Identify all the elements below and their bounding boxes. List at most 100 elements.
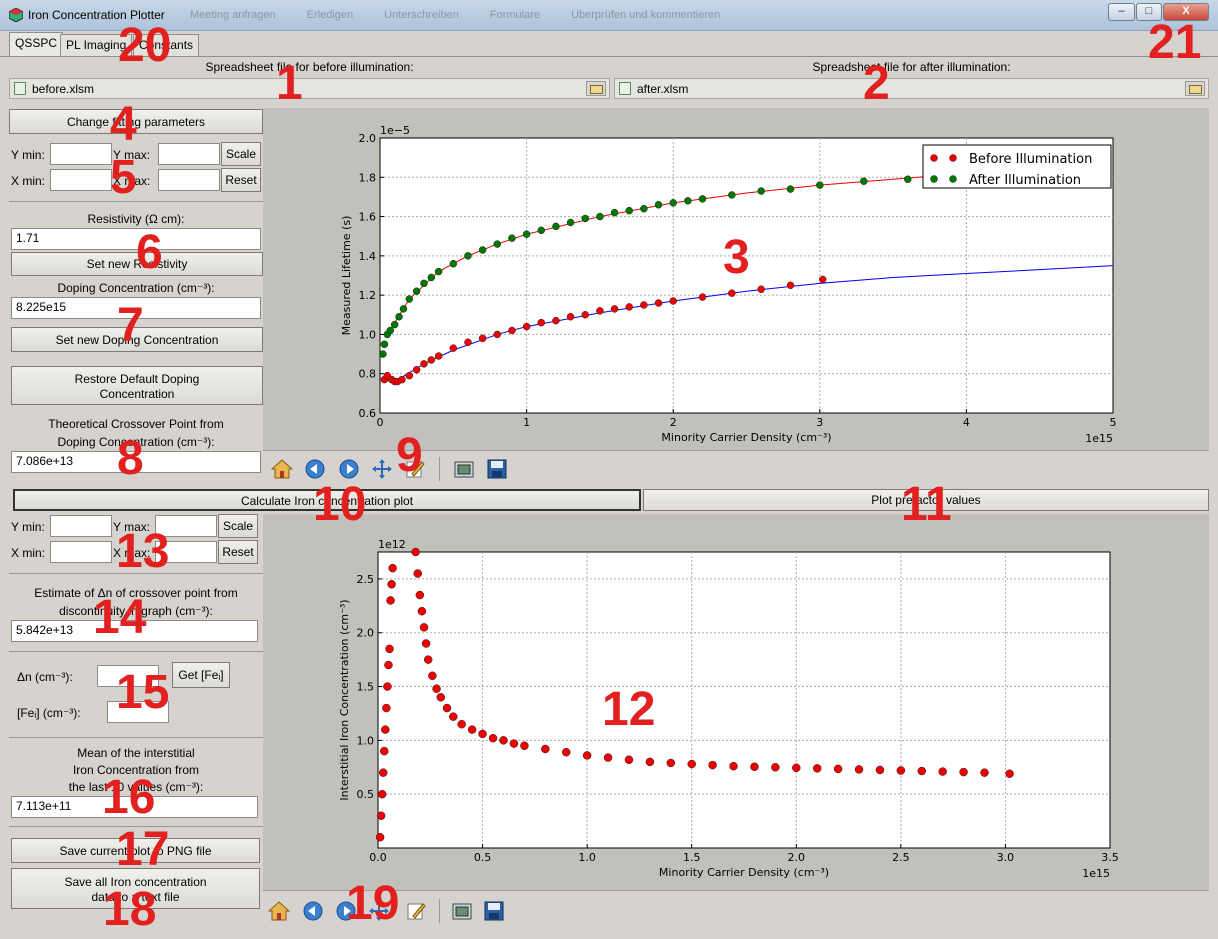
save-icon[interactable]: [486, 458, 508, 480]
x-axis-label: Minority Carrier Density (cm⁻³): [661, 431, 831, 444]
ymax2-input[interactable]: [155, 515, 217, 537]
annotation-6: 6: [136, 226, 163, 279]
data-point: [432, 684, 441, 693]
folder-icon: [1189, 85, 1202, 94]
set-resistivity-button[interactable]: Set new Resistivity: [11, 252, 263, 276]
calculate-iron-button[interactable]: Calculate Iron concentration plot: [13, 489, 641, 511]
x-tick-label: 0: [377, 416, 384, 429]
configure-icon[interactable]: [404, 458, 426, 480]
ymax2-label: Y max:: [113, 520, 151, 534]
reset2-button[interactable]: Reset: [218, 540, 258, 564]
data-point: [917, 766, 927, 776]
minimize-button[interactable]: –: [1108, 3, 1135, 21]
forward-icon[interactable]: [335, 900, 357, 922]
scale2-button[interactable]: Scale: [218, 514, 258, 538]
data-point: [508, 234, 516, 242]
y-tick-label: 0.6: [359, 407, 377, 420]
save-all-line: data to a text file: [91, 890, 180, 904]
after-file-field[interactable]: after.xlsm: [614, 78, 1209, 99]
data-point: [750, 762, 759, 771]
data-point: [854, 765, 864, 774]
xmax-input[interactable]: [158, 169, 220, 191]
data-point: [377, 789, 387, 799]
tab-qsspc[interactable]: QSSPC: [9, 32, 64, 56]
legend-marker: [930, 154, 938, 162]
x-multiplier: 1e15: [1082, 867, 1110, 880]
data-point: [457, 719, 466, 729]
resistivity-input[interactable]: 1.71: [11, 228, 261, 250]
browse-before-button[interactable]: [586, 81, 606, 96]
data-point: [541, 744, 550, 754]
data-point: [383, 682, 392, 691]
estimate-label-line: Estimate of Δn of crossover point from: [34, 586, 238, 600]
home-icon[interactable]: [271, 458, 293, 480]
xmin2-label: X min:: [11, 546, 46, 560]
home-icon[interactable]: [268, 900, 290, 922]
iron-plot-canvas[interactable]: 0.0 0.5 1.0 1.5 2.0 2.5 3.0 3.5 0.5 1.0 1.5 2.0 2.5 M…: [263, 514, 1209, 890]
back-icon[interactable]: [304, 458, 326, 480]
forward-icon[interactable]: [338, 458, 360, 480]
data-point: [669, 297, 677, 305]
data-point: [384, 660, 393, 670]
data-point: [478, 334, 487, 343]
ghost-item: Überprüfen und kommentieren: [571, 9, 721, 21]
data-point: [645, 757, 655, 767]
data-point: [428, 671, 437, 681]
x-tick-label: 5: [1110, 416, 1117, 429]
annotation-9: 9: [396, 429, 423, 482]
get-fe-button[interactable]: Get [Feᵢ]: [172, 662, 230, 688]
before-file-field[interactable]: before.xlsm: [9, 78, 610, 99]
ymin-input[interactable]: [50, 143, 112, 165]
back-icon[interactable]: [302, 900, 324, 922]
data-point: [520, 741, 529, 750]
doping-input[interactable]: 8.225e15: [11, 297, 261, 319]
configure-icon[interactable]: [405, 900, 427, 922]
subplots-icon[interactable]: [453, 458, 475, 480]
pan-icon[interactable]: [368, 900, 390, 922]
data-point: [376, 811, 386, 820]
data-point: [610, 208, 619, 217]
set-doping-button[interactable]: Set new Doping Concentration: [11, 327, 263, 352]
dn-input[interactable]: [97, 665, 159, 687]
save-icon[interactable]: [483, 900, 505, 922]
save-png-button[interactable]: Save current plot to PNG file: [11, 838, 260, 863]
tab-pl-imaging[interactable]: PL Imaging: [60, 34, 133, 56]
close-button[interactable]: X: [1163, 3, 1209, 21]
xmin2-input[interactable]: [50, 541, 112, 563]
data-point: [537, 318, 546, 327]
mean-label-line: Mean of the interstitial: [77, 746, 195, 760]
dn-label: Δn (cm⁻³):: [17, 670, 73, 684]
xmax2-input[interactable]: [155, 541, 217, 563]
pan-icon[interactable]: [371, 458, 393, 480]
scale-button[interactable]: Scale: [221, 142, 261, 166]
data-point: [552, 222, 560, 231]
data-point: [417, 606, 427, 616]
subplots-icon[interactable]: [451, 900, 473, 922]
legend-marker: [949, 175, 957, 183]
reset-button[interactable]: Reset: [221, 168, 261, 192]
data-point: [378, 768, 388, 777]
xmin-input[interactable]: [50, 169, 112, 191]
restore-doping-button[interactable]: Restore Default Doping Concentration: [11, 366, 263, 405]
plot2-toolbar: [263, 890, 1209, 929]
data-point: [603, 753, 613, 762]
data-point: [449, 712, 458, 721]
plot1-toolbar: [263, 450, 1209, 486]
restore-doping-line: Concentration: [99, 387, 175, 401]
data-point: [728, 289, 736, 297]
resistivity-label: Resistivity (Ω cm):: [87, 212, 185, 226]
data-point: [904, 175, 912, 183]
change-fitting-button[interactable]: Change fitting parameters: [9, 109, 263, 134]
crossover-output: 7.086e+13: [11, 451, 261, 473]
tab-constants[interactable]: Constants: [133, 34, 200, 56]
after-file-name: after.xlsm: [637, 82, 689, 96]
plot-prefactor-button[interactable]: Plot prefactor values: [643, 489, 1209, 511]
save-all-data-button[interactable]: Save all Iron concentration data to a te…: [11, 868, 260, 909]
browse-after-button[interactable]: [1185, 81, 1205, 96]
lifetime-plot-canvas[interactable]: 0 1 2 3 4 5 0.6 0.8 1.0 1.2 1.4 1.6 1.8 2.0 Minority C…: [263, 108, 1209, 450]
data-point: [405, 295, 414, 303]
tabbar-divider: [0, 56, 1218, 57]
maximize-button[interactable]: □: [1136, 3, 1162, 21]
ymin2-input[interactable]: [50, 515, 112, 537]
ymax-input[interactable]: [158, 143, 220, 165]
